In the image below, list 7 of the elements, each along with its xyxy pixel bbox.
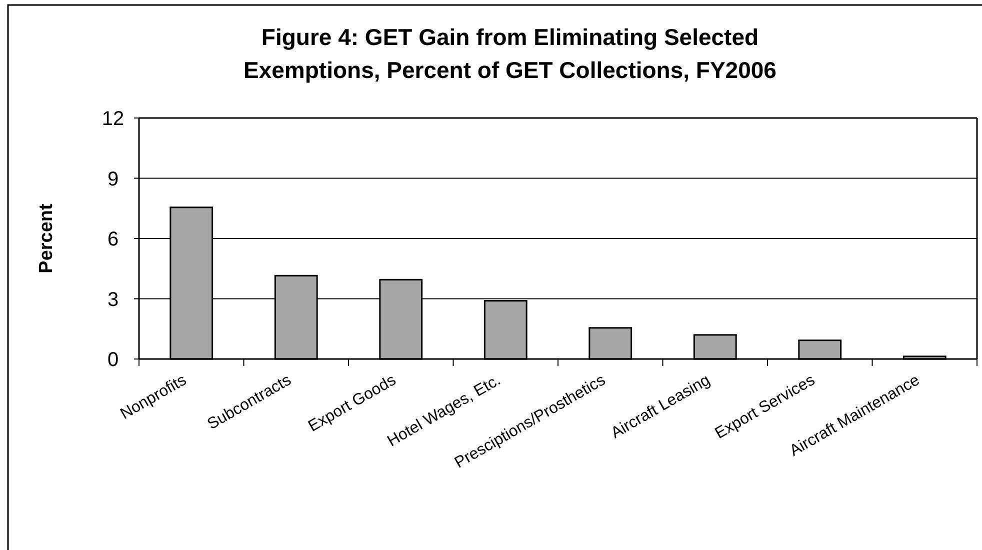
y-tick-label: 3 xyxy=(107,288,119,311)
y-tick-label: 12 xyxy=(102,108,124,130)
y-tick-label: 6 xyxy=(107,228,119,250)
y-tick-label: 9 xyxy=(107,168,119,190)
chart-title: Figure 4: GET Gain from Eliminating Selected Exemptions, Percent of GET Collections, FY2006 xyxy=(244,24,776,83)
y-tick-label: 0 xyxy=(107,349,119,371)
y-axis-title: Percent xyxy=(36,202,57,274)
